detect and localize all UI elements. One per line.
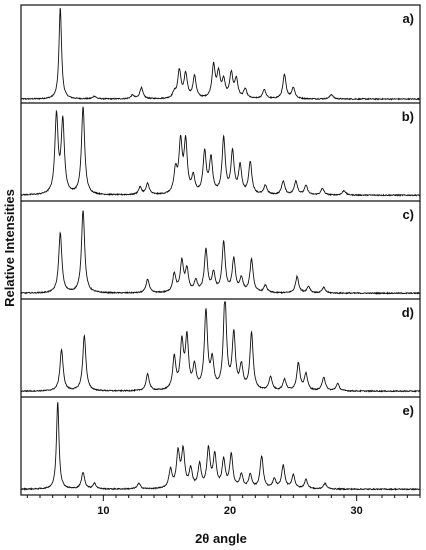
series-line-c — [20, 210, 420, 295]
x-axis: 10 20 30 — [26, 495, 421, 517]
series-line-d — [20, 301, 421, 393]
x-tick-label: 20 — [224, 505, 236, 517]
chart-panels — [20, 4, 421, 496]
y-axis-title: Relative Intensities — [2, 189, 17, 307]
series-line-a — [20, 7, 420, 101]
plot-frame — [20, 4, 421, 496]
panel-label-a: a) — [402, 11, 414, 26]
series-line-b — [20, 106, 421, 197]
x-axis-title: 2θ angle — [195, 531, 247, 546]
series-line-e — [20, 402, 420, 491]
panel-label-b: b) — [402, 109, 414, 124]
panel-label-c: c) — [402, 207, 414, 222]
panel-labels: a) b) c) d) e) — [402, 11, 414, 418]
x-tick-label: 10 — [97, 505, 109, 517]
panel-label-e: e) — [402, 403, 414, 418]
x-tick-label: 30 — [351, 505, 363, 517]
panel-label-d: d) — [402, 305, 414, 320]
